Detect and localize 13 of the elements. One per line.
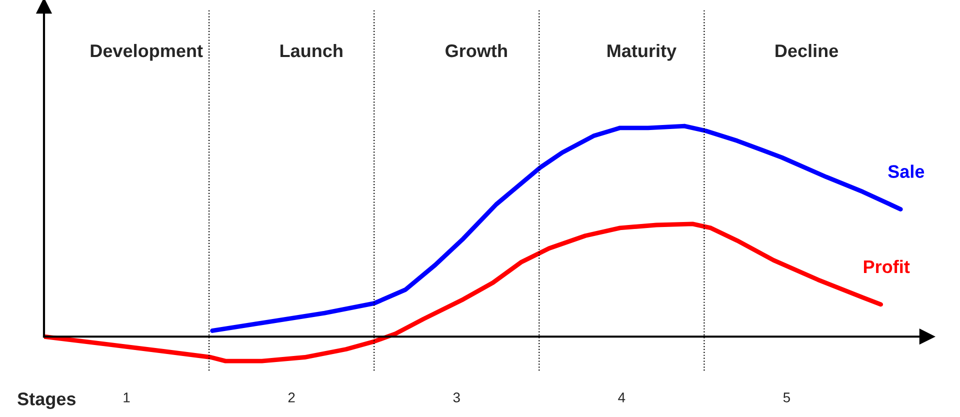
x-tick-label: 4 xyxy=(618,392,626,402)
x-tick-label: 2 xyxy=(288,392,295,402)
x-tick-label: 1 xyxy=(124,392,130,402)
text: Development xyxy=(90,44,203,61)
x-tick-label: 3 xyxy=(453,392,460,402)
series-label: Sale xyxy=(888,164,924,178)
series-label: Profit xyxy=(864,260,910,274)
x-tick-label: 5 xyxy=(783,392,790,402)
text: Maturity xyxy=(608,44,676,61)
text: Launch xyxy=(280,44,342,58)
text: Growth xyxy=(446,44,507,58)
text: Decline xyxy=(776,44,838,58)
x-axis-title: Stages xyxy=(18,392,76,409)
